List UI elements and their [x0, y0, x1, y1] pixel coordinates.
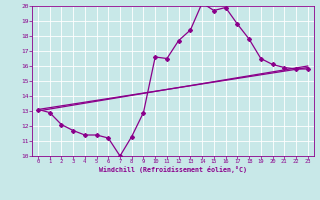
- X-axis label: Windchill (Refroidissement éolien,°C): Windchill (Refroidissement éolien,°C): [99, 166, 247, 173]
